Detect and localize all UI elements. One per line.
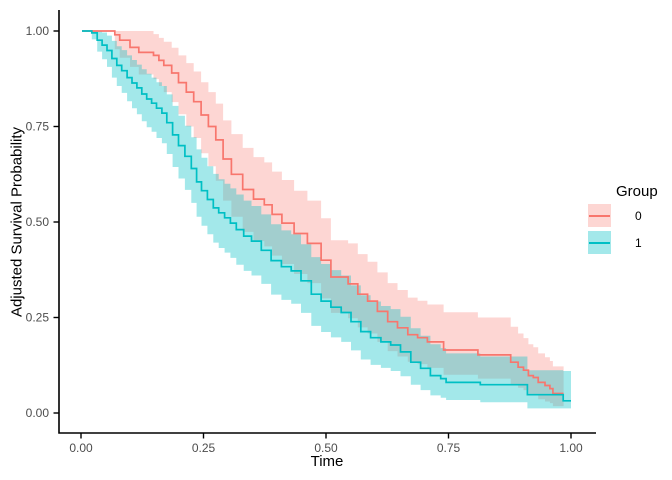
axis-lines (58, 10, 596, 434)
confidence-ribbon-group-0 (82, 31, 564, 407)
legend-key-swatch-group-1 (588, 231, 611, 254)
legend-key-swatch-group-0 (588, 204, 611, 227)
legend-key-line-group-0 (589, 214, 610, 217)
legend-title: Group (616, 183, 658, 200)
survival-curve-group-1 (82, 30, 571, 402)
legend-item-group-0: 0 (588, 204, 672, 227)
legend-label-group-1: 1 (635, 235, 642, 250)
legend-key-line-group-1 (589, 241, 610, 244)
y-tick-label: 0.50 (26, 215, 50, 229)
x-tick-label: 0.25 (192, 441, 216, 455)
legend-label-group-0: 0 (635, 208, 642, 223)
y-axis-title: Adjusted Survival Probability (8, 126, 26, 318)
x-tick-label: 0.75 (437, 441, 461, 455)
y-tick-label: 0.25 (26, 311, 50, 325)
legend: Group 0 1 (588, 183, 672, 254)
survival-curve-group-0 (82, 30, 564, 395)
y-tick-label: 1.00 (26, 24, 50, 38)
confidence-ribbon-group-1 (82, 31, 571, 409)
y-tick-label: 0.75 (26, 120, 50, 134)
x-tick-label: 1.00 (559, 441, 583, 455)
x-tick-label: 0.00 (69, 441, 93, 455)
legend-item-group-1: 1 (588, 231, 672, 254)
x-axis-title: Time (310, 453, 344, 470)
x-tick-label: 0.50 (314, 441, 338, 455)
y-tick-label: 0.00 (26, 406, 50, 420)
